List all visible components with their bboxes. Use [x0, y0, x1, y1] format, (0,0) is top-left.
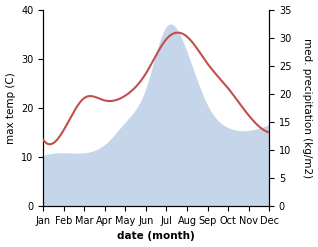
- Y-axis label: med. precipitation (kg/m2): med. precipitation (kg/m2): [302, 38, 313, 178]
- Y-axis label: max temp (C): max temp (C): [5, 72, 16, 144]
- X-axis label: date (month): date (month): [117, 231, 195, 242]
